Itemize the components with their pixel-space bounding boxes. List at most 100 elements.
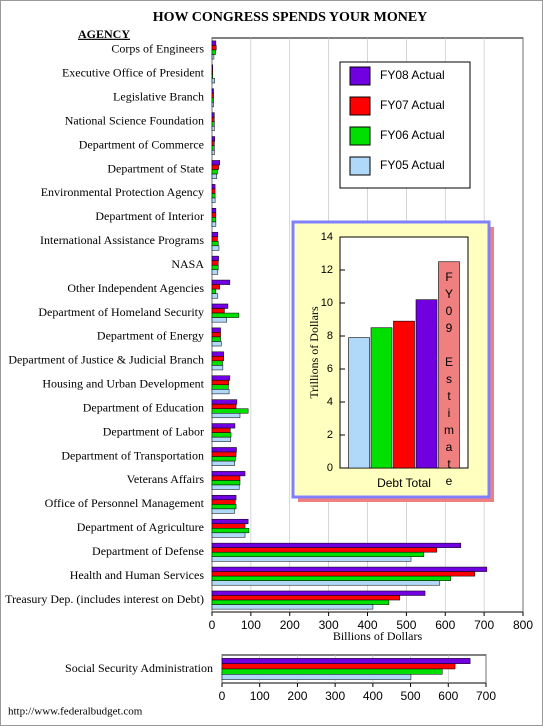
bar: [211, 480, 241, 486]
bar-label: FY09 Estimate: [442, 270, 456, 491]
bar: [438, 261, 460, 469]
category-label: Other Independent Agencies: [67, 281, 204, 295]
bar: [211, 197, 216, 203]
bar: [211, 484, 240, 490]
bar: [211, 184, 216, 190]
bar: [211, 164, 219, 170]
bar: [211, 64, 214, 70]
bar: [211, 499, 236, 505]
bar: [211, 102, 214, 108]
x-tick-label: 500: [396, 618, 416, 632]
y-axis-label: Trillions of Dollars: [307, 306, 321, 399]
bar: [211, 542, 462, 548]
category-label: Department of Education: [83, 400, 204, 414]
bar: [211, 532, 246, 538]
legend-label: FY08 Actual: [380, 68, 445, 82]
y-tick-label: 0: [327, 462, 333, 474]
bar: [211, 508, 235, 514]
bar: [211, 212, 217, 218]
bar: [211, 293, 219, 299]
bar: [211, 69, 214, 75]
bar: [211, 269, 219, 275]
category-label: Department of Interior: [95, 209, 204, 223]
y-tick-label: 4: [327, 396, 333, 408]
bar: [415, 299, 438, 469]
bar: [211, 140, 215, 146]
bar: [211, 169, 218, 175]
bar: [211, 327, 221, 333]
category-label: Department of Homeland Security: [38, 305, 204, 319]
bar: [211, 112, 215, 118]
y-tick-label: 8: [327, 330, 333, 342]
bar: [211, 188, 216, 194]
bar: [211, 303, 229, 309]
bar: [211, 341, 222, 347]
bar: [211, 556, 412, 562]
chart-title: HOW CONGRESS SPENDS YOUR MONEY: [153, 10, 428, 25]
x-tick-label: 300: [319, 618, 339, 632]
legend-swatch: [349, 96, 371, 116]
y-tick-label: 6: [327, 363, 333, 375]
bar: [211, 145, 215, 151]
x-tick-label: 0: [209, 618, 216, 632]
bar: [211, 356, 224, 362]
bar: [370, 327, 393, 469]
bar: [211, 360, 223, 366]
bar: [211, 551, 425, 558]
x-tick-label: 100: [250, 689, 270, 703]
legend-label: FY05 Actual: [380, 158, 445, 172]
category-label: Department of Commerce: [79, 137, 204, 151]
bar: [211, 604, 374, 610]
x-tick-label: 700: [476, 689, 496, 703]
x-tick-label: 200: [280, 618, 300, 632]
bar: [211, 408, 249, 414]
bar: [211, 547, 437, 553]
y-tick-label: 12: [321, 264, 333, 276]
x-tick-label: 200: [287, 689, 307, 703]
bar: [211, 379, 229, 386]
bar: [211, 471, 246, 477]
bar: [211, 193, 216, 199]
bar: [211, 54, 215, 60]
x-tick-label: 100: [241, 618, 261, 632]
bar: [211, 92, 214, 99]
bar: [211, 221, 217, 227]
category-label: Department of Defense: [92, 544, 204, 558]
category-label: Executive Office of President: [62, 66, 205, 80]
bar: [211, 312, 240, 318]
bar: [211, 475, 241, 481]
bar: [211, 595, 401, 601]
legend-swatch: [349, 126, 371, 146]
category-label: Department of Labor: [103, 424, 204, 438]
bar: [211, 73, 214, 79]
bar: [211, 236, 218, 242]
bar: [211, 308, 225, 314]
bar: [211, 40, 217, 46]
category-label: International Assistance Programs: [40, 233, 204, 247]
category-label: NASA: [171, 257, 204, 271]
category-label: Legislative Branch: [113, 90, 204, 104]
bar: [211, 571, 476, 577]
bar: [393, 320, 415, 469]
bar: [211, 88, 214, 94]
bar: [211, 504, 237, 510]
category-label: Corps of Engineers: [111, 42, 204, 56]
category-label: Treasury Dep. (includes interest on Debt…: [5, 592, 204, 606]
x-axis-label: Billions of Dollars: [333, 629, 423, 643]
bar: [211, 317, 228, 323]
bar: [211, 590, 426, 596]
bar: [221, 674, 412, 680]
category-label: Department of Agriculture: [77, 520, 204, 534]
bar: [211, 427, 231, 433]
category-label: Department of Justice & Judicial Branch: [8, 353, 204, 367]
category-label: National Science Foundation: [65, 113, 204, 127]
bar: [211, 78, 215, 84]
bar: [211, 279, 231, 285]
footer: http://www.federalbudget.com: [8, 706, 143, 718]
legend-swatch: [349, 156, 371, 176]
category-label: Health and Human Services: [70, 568, 205, 582]
bar: [211, 121, 215, 127]
bar: [221, 663, 456, 670]
bar: [211, 49, 216, 55]
